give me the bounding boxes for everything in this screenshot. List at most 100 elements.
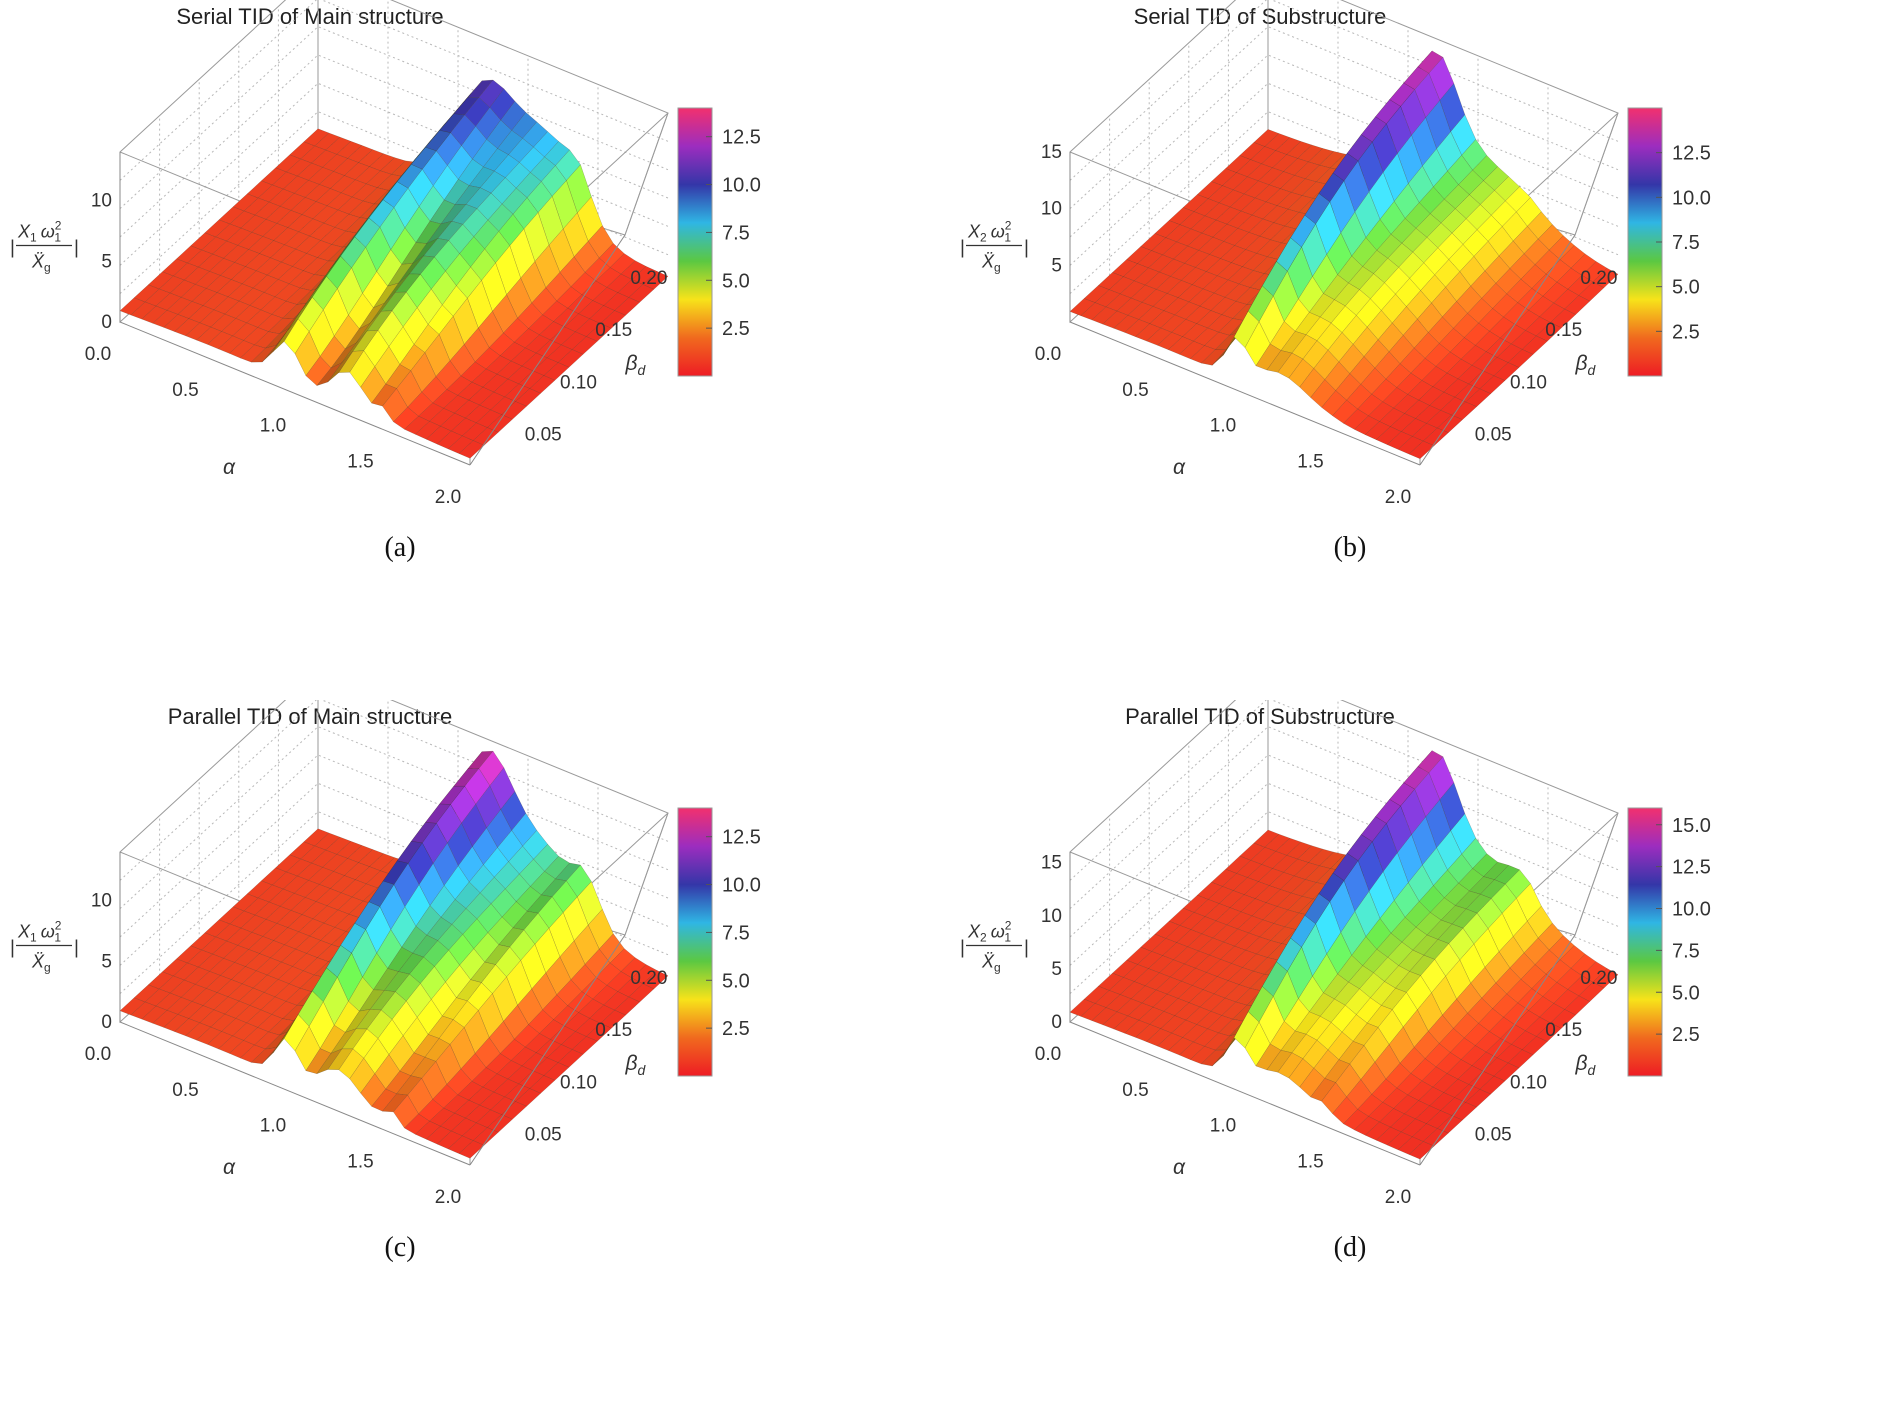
y-tick-label: 0.15 <box>1545 320 1582 341</box>
colorbar-tick-label: 10.0 <box>722 175 761 197</box>
y-tick-label: 0.05 <box>525 1125 562 1146</box>
y-tick-label: 0.10 <box>1510 372 1547 393</box>
z-label-abs-left: | <box>10 238 15 259</box>
chart-panel-d: Parallel TID of Substructure 0.0 0.5 1.0 1.5… <box>950 700 1900 1400</box>
z-label-abs-right: | <box>74 238 79 259</box>
z-tick-label: 15 <box>1041 853 1062 874</box>
z-label-abs-right: | <box>1024 238 1029 259</box>
colorbar: 2.5 5.0 7.5 10.0 12.5 <box>1627 107 1711 377</box>
colorbar-gradient <box>677 807 713 1077</box>
z-label-numerator: X2 ω2 1 <box>967 219 1012 245</box>
z-num-var: X <box>967 222 981 242</box>
chart-a-svg: Serial TID of Main structure 0.0 0.5 1.0 1.5… <box>10 0 761 563</box>
alpha-axis-line <box>119 1021 471 1166</box>
right-edge <box>1574 112 1619 236</box>
panel-caption: (b) <box>1334 532 1367 563</box>
x-tick-label: 0.0 <box>85 1044 111 1065</box>
z-den-var: Ẍ <box>981 952 995 972</box>
z-label-denominator: Ẍg <box>981 252 1001 275</box>
x-tick-label: 0.0 <box>1035 1044 1061 1065</box>
z-label-abs-right: | <box>1024 938 1029 959</box>
surface-patch <box>585 1023 612 1042</box>
z-tick-label: 10 <box>1041 906 1062 927</box>
chart-panel-a: Serial TID of Main structure 0.0 0.5 1.0 1.5… <box>0 0 950 700</box>
colorbar-gradient <box>677 107 713 377</box>
y-axis-label-sub: d <box>1588 362 1597 378</box>
colorbar: 2.5 5.0 7.5 10.0 12.5 <box>677 107 761 377</box>
gridline-z <box>119 0 669 181</box>
chart-c-svg: Parallel TID of Main structure 0.0 0.5 1.0 1… <box>10 700 761 1263</box>
z-tick-label: 5 <box>101 251 112 272</box>
surface-patch <box>1493 1062 1520 1082</box>
z-den-var: Ẍ <box>981 252 995 272</box>
x-tick-label: 1.0 <box>1210 1116 1236 1137</box>
y-tick-label: 0.10 <box>560 372 597 393</box>
y-tick-label: 0.15 <box>595 320 632 341</box>
colorbar-tick-label: 12.5 <box>1672 857 1711 879</box>
z-den-sub: g <box>44 961 51 975</box>
z-label-denominator: Ẍg <box>981 952 1001 975</box>
beta-axis-line <box>1419 234 1576 466</box>
chart-panel-b: Serial TID of Substructure 0.0 0.5 1.0 1.5 2.… <box>950 0 1900 700</box>
beta-axis-line <box>1419 934 1576 1166</box>
z-axis-label: | |X2 ω2 1Ẍg <box>960 919 1029 975</box>
z-num-sub: 2 <box>980 231 987 245</box>
colorbar-tick-label: 7.5 <box>722 222 750 244</box>
y-axis-label-sub: d <box>638 362 647 378</box>
surface <box>119 750 669 1159</box>
z-tick-label: 5 <box>1051 959 1062 980</box>
z-label-numerator: X1 ω2 1 <box>17 919 62 945</box>
x-tick-label: 0.5 <box>1122 1080 1148 1101</box>
z-tick-label: 10 <box>1041 199 1062 220</box>
chart-title: Parallel TID of Main structure <box>168 704 452 729</box>
z-omega-sub: 1 <box>1004 931 1011 945</box>
y-axis-label: βd <box>625 1052 647 1078</box>
y-tick-label: 0.05 <box>525 425 562 446</box>
y-tick-label: 0.05 <box>1475 1125 1512 1146</box>
colorbar-tick-label: 15.0 <box>1672 815 1711 837</box>
z-num-sub: 1 <box>30 931 37 945</box>
z-num-sub: 1 <box>30 231 37 245</box>
surface-patch <box>1451 1102 1478 1121</box>
z-tick-label: 10 <box>91 891 112 912</box>
z-omega-sub: 1 <box>54 931 61 945</box>
z-den-sub: g <box>994 961 1001 975</box>
z-den-sub: g <box>994 261 1001 275</box>
z-omega: ω <box>41 222 55 242</box>
z-den-var: Ẍ <box>31 952 45 972</box>
colorbar-tick-label: 5.0 <box>722 270 750 292</box>
z-omega-sub: 1 <box>54 231 61 245</box>
gridline-z <box>1069 0 1619 181</box>
colorbar-tick-label: 5.0 <box>1672 982 1700 1004</box>
chart-title: Serial TID of Main structure <box>176 4 443 29</box>
panel-caption: (c) <box>384 1232 415 1263</box>
y-axis-label-sub: d <box>1588 1062 1597 1078</box>
x-tick-label: 2.0 <box>435 487 461 508</box>
colorbar-tick-label: 10.0 <box>722 875 761 897</box>
y-tick-label: 0.20 <box>630 268 667 289</box>
z-label-abs-left: | <box>10 938 15 959</box>
colorbar-tick-label: 10.0 <box>1672 187 1711 209</box>
z-tick-label: 10 <box>91 191 112 212</box>
y-axis-label: βd <box>1575 352 1597 378</box>
x-tick-label: 1.5 <box>1297 1151 1323 1172</box>
z-axis-label: | |X1 ω2 1Ẍg <box>10 219 79 275</box>
gridline-z <box>1069 754 1619 938</box>
beta-axis-line <box>469 934 626 1166</box>
y-tick-label: 0.20 <box>630 968 667 989</box>
z-num-var: X <box>17 922 31 942</box>
colorbar-tick-label: 5.0 <box>722 970 750 992</box>
y-tick-label: 0.15 <box>1545 1020 1582 1041</box>
surface-patch <box>628 284 655 303</box>
colorbar-tick-label: 12.5 <box>1672 143 1711 165</box>
y-axis-label-sub: d <box>638 1062 647 1078</box>
colorbar-tick-label: 12.5 <box>722 127 761 149</box>
x-tick-label: 2.0 <box>1385 487 1411 508</box>
x-axis-label: α <box>223 1156 236 1179</box>
y-tick-label: 0.10 <box>1510 1072 1547 1093</box>
x-tick-label: 2.0 <box>1385 1187 1411 1208</box>
z-omega-sub: 1 <box>1004 231 1011 245</box>
gridline-z <box>1069 700 1619 881</box>
z-omega-sup: 2 <box>1005 219 1012 233</box>
surface-patch <box>1408 440 1435 459</box>
